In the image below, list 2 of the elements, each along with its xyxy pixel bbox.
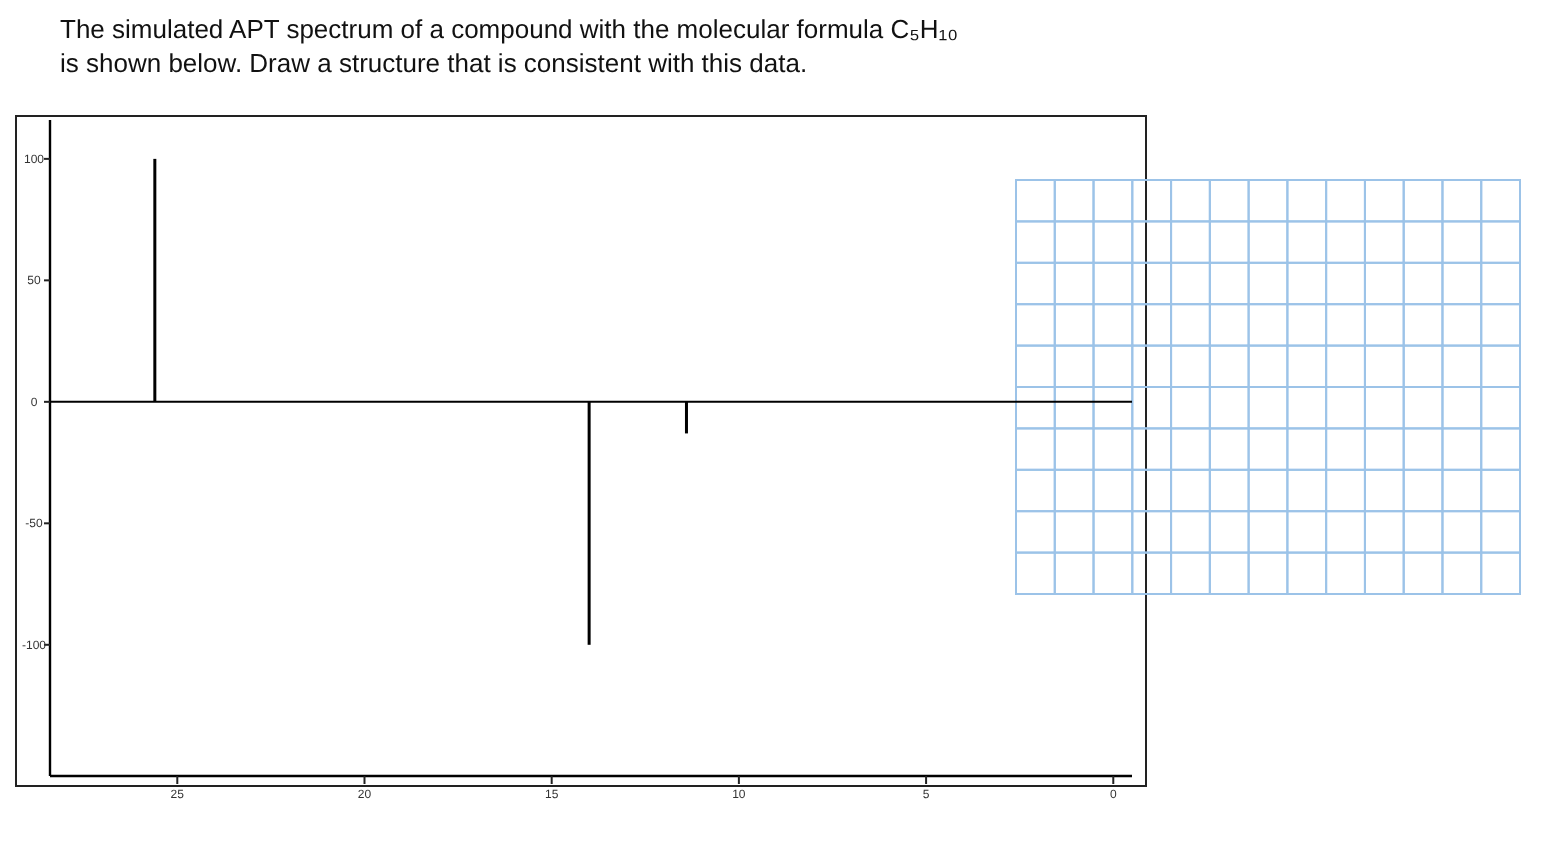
chart-subtitle: is shown below. Draw a structure that is consistent with this data. (60, 48, 808, 78)
chart-title: The simulated APT spectrum of a compound with the molecular formula C₅H₁₀ (60, 14, 959, 44)
